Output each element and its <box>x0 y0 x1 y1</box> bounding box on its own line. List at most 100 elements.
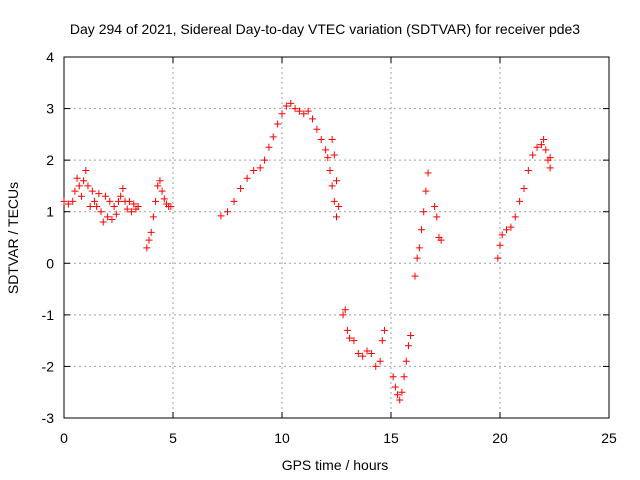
data-point <box>130 200 138 208</box>
data-point <box>154 182 162 190</box>
data-point <box>147 228 155 236</box>
data-point <box>520 185 528 193</box>
chart-title: Day 294 of 2021, Sidereal Day-to-day VTE… <box>70 21 580 37</box>
data-point <box>418 226 426 234</box>
data-point <box>415 244 423 252</box>
data-point <box>243 174 251 182</box>
data-point <box>330 151 338 159</box>
data-point <box>125 197 133 205</box>
series-arc-9 <box>494 136 554 262</box>
y-tick-label: -3 <box>42 410 55 426</box>
data-point <box>313 125 321 133</box>
series-arc-5 <box>339 306 388 370</box>
data-point <box>322 146 330 154</box>
data-point <box>546 154 554 162</box>
series-arc-8 <box>431 203 445 244</box>
data-point <box>376 357 384 365</box>
data-point <box>524 166 532 174</box>
data-point <box>496 241 504 249</box>
data-point <box>77 192 85 200</box>
data-point <box>339 311 347 319</box>
data-point <box>95 190 103 198</box>
data-point <box>143 244 151 252</box>
data-point <box>346 334 354 342</box>
data-point <box>80 177 88 185</box>
data-point <box>394 391 402 399</box>
data-point <box>269 133 277 141</box>
x-tick-label: 0 <box>60 430 68 446</box>
data-point <box>546 164 554 172</box>
data-point <box>134 203 142 211</box>
data-point <box>398 388 406 396</box>
data-point <box>400 373 408 381</box>
data-point <box>149 213 157 221</box>
data-point <box>389 373 397 381</box>
series-arc-1 <box>60 166 142 226</box>
data-point <box>380 326 388 334</box>
data-point <box>533 143 541 151</box>
data-points <box>60 99 554 404</box>
y-tick-label: 4 <box>46 49 54 65</box>
x-axis-label: GPS time / hours <box>282 457 389 473</box>
data-point <box>431 203 439 211</box>
data-point <box>282 102 290 110</box>
data-point <box>115 197 122 205</box>
x-tick-label: 25 <box>601 430 617 446</box>
x-tick-label: 20 <box>492 430 508 446</box>
data-point <box>295 107 303 115</box>
data-point <box>498 231 506 239</box>
data-point <box>112 210 120 218</box>
data-point <box>278 110 286 118</box>
data-point <box>60 197 68 205</box>
data-point <box>104 213 112 221</box>
data-point <box>82 166 90 174</box>
y-tick-label: 0 <box>46 255 54 271</box>
x-tick-label: 15 <box>383 430 399 446</box>
data-point <box>73 174 81 182</box>
data-point <box>363 347 371 355</box>
data-point <box>300 110 308 118</box>
data-point <box>99 218 107 226</box>
y-tick-label: -2 <box>42 358 55 374</box>
data-point <box>420 208 428 216</box>
y-tick-label: -1 <box>42 307 55 323</box>
data-point <box>354 350 362 358</box>
data-point <box>326 166 334 174</box>
data-point <box>64 200 72 208</box>
data-point <box>542 146 550 154</box>
plot-frame <box>63 56 610 419</box>
data-point <box>128 208 136 216</box>
data-point <box>156 177 164 185</box>
data-point <box>224 208 231 216</box>
data-point <box>110 203 118 211</box>
data-point <box>250 166 258 174</box>
data-point <box>256 164 264 172</box>
data-point <box>391 383 399 391</box>
data-point <box>422 187 430 195</box>
data-point <box>328 136 336 144</box>
series-arc-6 <box>389 331 415 404</box>
data-point <box>304 107 312 115</box>
data-point <box>335 203 343 211</box>
data-point <box>372 362 380 370</box>
data-point <box>433 213 441 221</box>
data-point <box>101 192 109 200</box>
data-point <box>402 357 410 365</box>
data-point <box>507 223 515 231</box>
data-point <box>261 156 269 164</box>
data-point <box>411 272 419 280</box>
series-arc-4 <box>328 136 343 211</box>
data-point <box>350 337 358 345</box>
data-point <box>167 203 175 211</box>
data-point <box>93 203 101 211</box>
data-point <box>237 185 245 193</box>
x-tick-label: 10 <box>274 430 290 446</box>
data-point <box>160 195 168 203</box>
data-point <box>330 197 338 205</box>
data-point <box>75 182 83 190</box>
data-point <box>516 197 524 205</box>
data-point <box>494 254 502 262</box>
data-point <box>333 213 340 221</box>
